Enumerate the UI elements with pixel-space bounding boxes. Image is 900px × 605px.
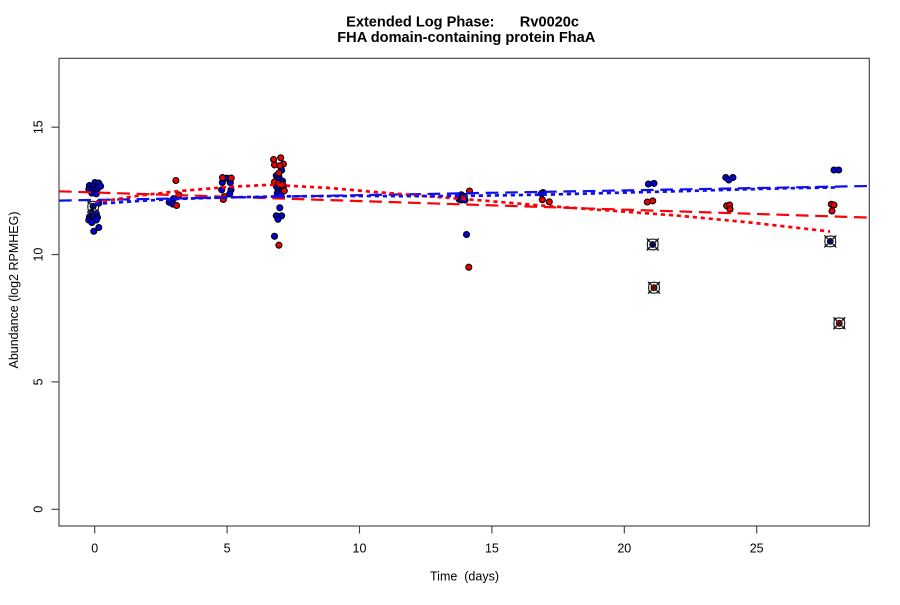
svg-text:0: 0 — [32, 506, 46, 513]
svg-text:15: 15 — [485, 542, 499, 556]
svg-text:Rv0020c: Rv0020c — [520, 14, 579, 30]
svg-text:FHA domain-containing protein: FHA domain-containing protein FhaA — [337, 30, 596, 46]
svg-text:0: 0 — [91, 542, 98, 556]
svg-text:5: 5 — [32, 378, 46, 385]
svg-text:Abundance (log2 RPMHEG): Abundance (log2 RPMHEG) — [7, 211, 21, 368]
svg-text:10: 10 — [32, 248, 46, 262]
svg-text:20: 20 — [617, 542, 631, 556]
svg-text:15: 15 — [32, 120, 46, 134]
svg-text:10: 10 — [353, 542, 367, 556]
svg-text:5: 5 — [224, 542, 231, 556]
svg-text:Time (days): Time (days) — [430, 570, 499, 584]
svg-text:25: 25 — [750, 542, 764, 556]
svg-text:Extended Log Phase:: Extended Log Phase: — [346, 14, 494, 30]
